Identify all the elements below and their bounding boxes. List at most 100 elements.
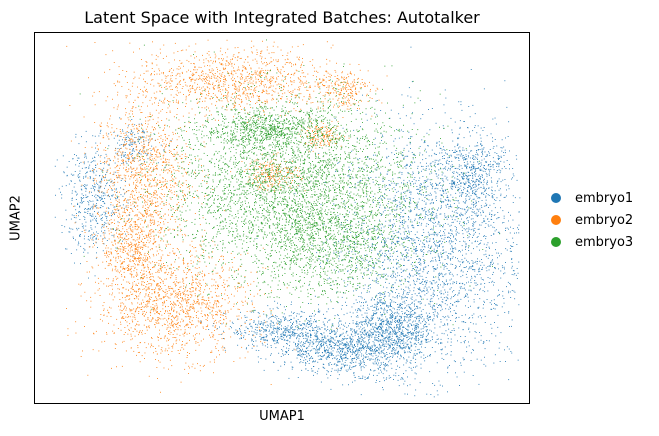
scatter-point xyxy=(390,317,392,319)
scatter-point xyxy=(406,343,408,345)
scatter-point xyxy=(340,367,342,369)
scatter-point xyxy=(313,366,315,367)
scatter-point xyxy=(415,324,417,326)
scatter-point xyxy=(381,327,382,329)
scatter-point xyxy=(357,138,358,140)
scatter-point xyxy=(403,373,404,374)
scatter-point xyxy=(436,159,438,161)
scatter-point xyxy=(403,350,405,352)
scatter-point xyxy=(320,346,322,348)
scatter-point xyxy=(483,300,485,302)
scatter-point xyxy=(334,339,336,341)
scatter-point xyxy=(472,209,474,210)
scatter-point xyxy=(482,343,484,344)
scatter-point xyxy=(453,215,454,217)
scatter-point xyxy=(387,365,389,367)
scatter-point xyxy=(431,250,432,252)
scatter-point xyxy=(254,309,256,311)
scatter-point xyxy=(502,267,504,269)
scatter-point xyxy=(348,384,349,386)
scatter-point xyxy=(327,349,329,351)
scatter-point xyxy=(436,281,438,283)
scatter-point xyxy=(498,268,499,270)
scatter-point xyxy=(373,306,375,308)
scatter-point xyxy=(471,275,472,277)
scatter-point xyxy=(286,335,288,337)
scatter-point xyxy=(433,266,434,268)
scatter-point xyxy=(443,284,445,286)
scatter-point xyxy=(398,236,400,238)
scatter-point xyxy=(268,318,270,320)
scatter-point xyxy=(426,341,428,343)
scatter-point xyxy=(491,327,493,329)
scatter-point xyxy=(464,340,466,341)
scatter-point xyxy=(317,370,319,372)
scatter-point xyxy=(243,335,245,337)
scatter-point xyxy=(349,366,351,368)
scatter-point xyxy=(407,256,409,258)
scatter-point xyxy=(312,329,314,331)
scatter-point xyxy=(376,280,377,282)
scatter-point xyxy=(475,332,477,333)
scatter-point xyxy=(380,213,382,214)
scatter-point xyxy=(434,327,436,329)
scatter-point xyxy=(318,308,319,310)
scatter-point xyxy=(494,354,496,356)
scatter-point xyxy=(361,314,363,316)
scatter-point xyxy=(225,313,227,315)
scatter-point xyxy=(267,305,269,307)
scatter-point xyxy=(382,331,384,333)
scatter-point xyxy=(415,328,417,330)
scatter-point xyxy=(285,331,287,333)
scatter-point xyxy=(484,227,486,228)
scatter-point xyxy=(355,354,357,356)
scatter-point xyxy=(366,344,368,346)
scatter-point xyxy=(278,329,280,330)
scatter-point xyxy=(436,250,438,251)
scatter-point xyxy=(301,350,303,351)
scatter-point xyxy=(388,338,390,340)
scatter-point xyxy=(289,329,291,331)
scatter-point xyxy=(379,365,381,366)
scatter-point xyxy=(368,308,370,310)
scatter-point xyxy=(395,185,397,186)
scatter-point xyxy=(424,360,426,362)
scatter-point xyxy=(321,333,323,335)
scatter-point xyxy=(317,328,319,330)
scatter-point xyxy=(402,294,404,296)
scatter-point xyxy=(394,312,396,314)
scatter-point xyxy=(434,351,436,353)
scatter-point xyxy=(399,323,401,324)
scatter-point xyxy=(389,326,391,328)
scatter-point xyxy=(353,290,354,292)
scatter-point xyxy=(405,328,407,329)
scatter-point xyxy=(257,356,259,358)
scatter-point xyxy=(332,355,334,356)
scatter-point xyxy=(414,161,416,163)
scatter-point xyxy=(494,308,496,310)
scatter-point xyxy=(393,379,394,380)
scatter-point xyxy=(472,234,474,236)
scatter-point xyxy=(308,342,310,344)
scatter-point xyxy=(102,201,104,202)
scatter-point xyxy=(428,233,430,235)
scatter-point xyxy=(468,228,470,230)
scatter-point xyxy=(377,298,379,300)
scatter-point xyxy=(347,344,349,346)
scatter-point xyxy=(342,345,344,346)
scatter-point xyxy=(439,260,441,261)
scatter-point xyxy=(382,261,384,263)
scatter-point xyxy=(417,326,419,327)
scatter-point xyxy=(411,181,413,182)
scatter-point xyxy=(315,321,317,323)
scatter-point xyxy=(301,311,303,313)
scatter-point xyxy=(412,112,413,114)
scatter-point xyxy=(347,369,349,371)
scatter-point xyxy=(383,349,385,351)
scatter-point xyxy=(321,345,322,347)
scatter-point xyxy=(478,180,480,182)
scatter-point xyxy=(352,278,354,279)
scatter-point xyxy=(442,301,444,303)
scatter-point xyxy=(382,323,384,325)
scatter-point xyxy=(403,383,405,385)
